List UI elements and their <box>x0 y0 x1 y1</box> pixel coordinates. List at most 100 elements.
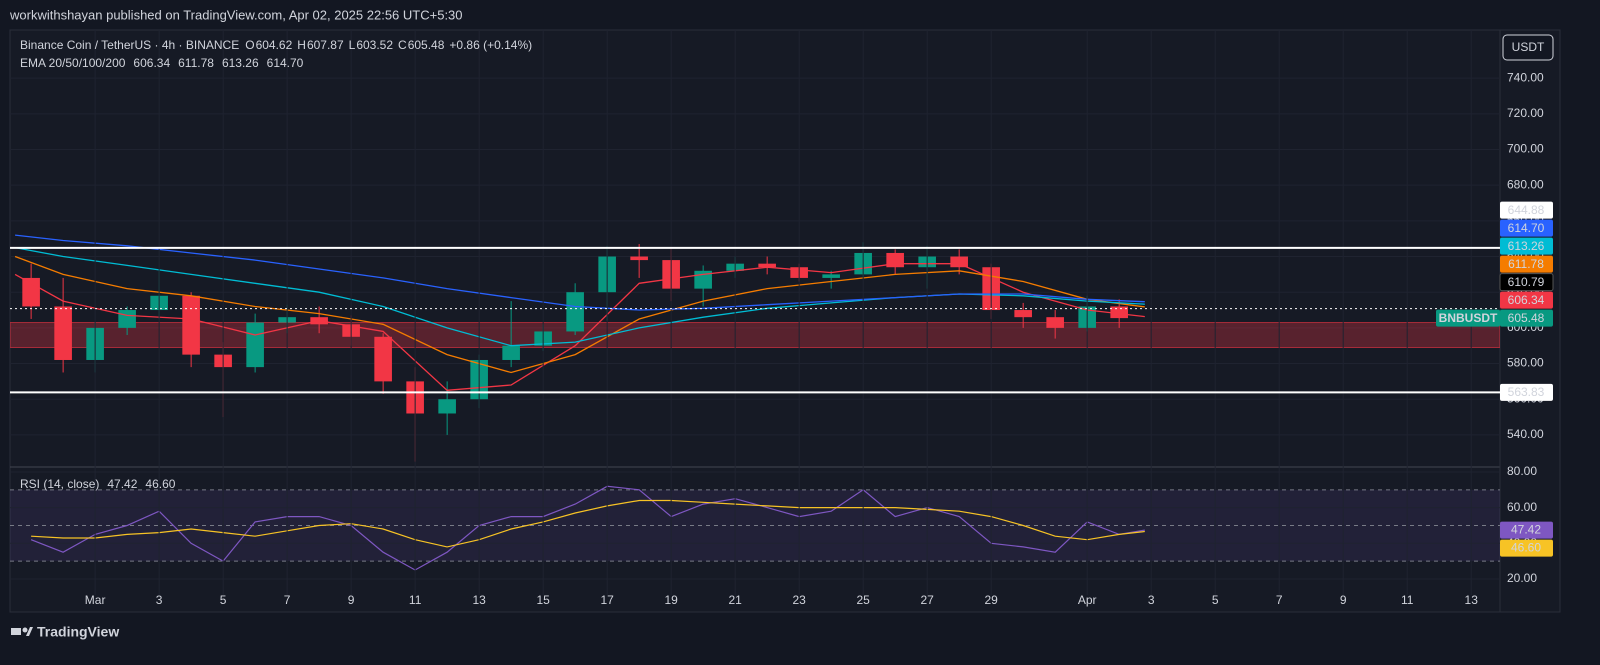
x-tick-label: Apr <box>1078 593 1097 607</box>
currency[interactable]: USDT <box>1512 40 1545 54</box>
symbol-badge <box>1436 309 1500 327</box>
x-tick-label: 27 <box>920 593 934 607</box>
candle-body <box>822 274 840 278</box>
indicator-value: 606.34 <box>133 56 170 70</box>
price-pane <box>10 77 1500 462</box>
rsi-value: 46.60 <box>145 477 175 491</box>
level-badge <box>1500 201 1553 219</box>
ema-badge-label: 606.34 <box>1508 293 1545 307</box>
x-tick-label: 9 <box>1340 593 1347 607</box>
change: +0.86 (+0.14%) <box>449 38 532 52</box>
level-badge-label: 644.88 <box>1508 203 1545 217</box>
chart-panel <box>9 29 1561 613</box>
x-tick-label: 7 <box>1276 593 1283 607</box>
candle-body <box>118 310 136 328</box>
y-tick-label: 80.00 <box>1507 464 1537 478</box>
rsi-line <box>31 499 1145 548</box>
rsi-pane <box>10 471 1500 580</box>
ohlc-value: 607.87 <box>307 38 344 52</box>
indicator-value: 614.70 <box>267 56 304 70</box>
candle-body <box>630 256 648 261</box>
ohlc-key: C <box>398 38 407 52</box>
x-tick-label: 11 <box>409 593 422 607</box>
x-tick-label: 11 <box>1401 593 1414 607</box>
candle-body <box>502 345 520 360</box>
symbol-title: Binance Coin / TetherUS · 4h · BINANCE <box>20 38 239 52</box>
x-tick-label: 5 <box>220 593 227 607</box>
ema-line <box>15 234 1145 311</box>
x-tick-label: 7 <box>284 593 291 607</box>
candle-body <box>438 399 456 414</box>
price-badge-label: 605.48 <box>1508 311 1545 325</box>
ohlc-value: 605.48 <box>408 38 445 52</box>
ema-badge <box>1500 255 1553 273</box>
indicator-value: 611.78 <box>178 56 214 70</box>
candle-body <box>22 277 40 307</box>
price-badge <box>1500 309 1553 327</box>
ema-badge-label: 611.78 <box>1508 257 1544 271</box>
y-tick-label: 20.00 <box>1507 571 1537 585</box>
rsi-value: 47.42 <box>107 477 137 491</box>
x-tick-label: 9 <box>348 593 355 607</box>
y-tick-label: 580.00 <box>1507 356 1544 370</box>
y-tick-label: 720.00 <box>1507 106 1544 120</box>
indicator-name: EMA 20/50/100/200 <box>20 56 126 70</box>
ohlc-value: 603.52 <box>356 38 393 52</box>
x-tick-label: 3 <box>156 593 163 607</box>
zone <box>10 322 1500 348</box>
rsi-line <box>30 485 1145 571</box>
candle-body <box>374 336 392 382</box>
symbol-label: BNBUSDT <box>1439 311 1498 325</box>
ema-badge <box>1500 291 1553 309</box>
candle-body <box>758 263 776 268</box>
x-tick-label: Mar <box>85 593 106 607</box>
rsi-badge-label: 47.42 <box>1511 523 1541 537</box>
y-tick-label: 60.00 <box>1507 500 1537 514</box>
x-tick-label: 3 <box>1148 593 1155 607</box>
x-tick-label: 21 <box>728 593 742 607</box>
candle-body <box>1046 317 1064 328</box>
x-tick-label: 23 <box>792 593 806 607</box>
attribution: workwithshayan published on TradingView.… <box>9 7 463 22</box>
y-tick-label: 540.00 <box>1507 427 1544 441</box>
candle-body <box>566 292 584 332</box>
y-tick-label: 740.00 <box>1507 70 1544 84</box>
x-tick-label: 13 <box>1465 593 1479 607</box>
x-tick-label: 5 <box>1212 593 1219 607</box>
candle-body <box>1110 306 1128 319</box>
ohlc-key: H <box>297 38 306 52</box>
rsi-title: RSI (14, close) <box>20 477 99 491</box>
rsi-badge <box>1500 521 1553 539</box>
ema-badge-label: 614.70 <box>1508 221 1545 235</box>
candle-body <box>950 256 968 268</box>
y-tick-label: 700.00 <box>1507 142 1544 156</box>
candle-body <box>54 306 72 360</box>
x-tick-label: 13 <box>472 593 486 607</box>
logo <box>11 627 33 636</box>
y-tick-label: 680.00 <box>1507 177 1544 191</box>
candle-body <box>1014 310 1032 318</box>
ema-line <box>14 263 1145 391</box>
candle-body <box>246 322 264 368</box>
ohlc-key: O <box>245 38 254 52</box>
currency-button[interactable] <box>1502 34 1554 61</box>
level-badge <box>1500 383 1553 401</box>
rsi-badge-label: 46.60 <box>1511 541 1541 555</box>
ohlc-key: L <box>349 38 356 52</box>
ema-badge <box>1500 237 1553 255</box>
x-tick-label: 19 <box>664 593 678 607</box>
level-badge-label: 563.83 <box>1508 385 1545 399</box>
ema-line <box>14 255 1145 374</box>
ema-badge-label: 613.26 <box>1508 239 1545 253</box>
rsi-badge <box>1500 539 1553 557</box>
x-tick-label: 29 <box>984 593 998 607</box>
indicator-value: 613.26 <box>222 56 259 70</box>
level-badge <box>1499 273 1554 292</box>
x-tick-label: 15 <box>536 593 550 607</box>
candle-body <box>182 295 200 355</box>
x-tick-label: 25 <box>856 593 870 607</box>
x-tick-label: 17 <box>600 593 614 607</box>
ohlc-value: 604.62 <box>256 38 293 52</box>
